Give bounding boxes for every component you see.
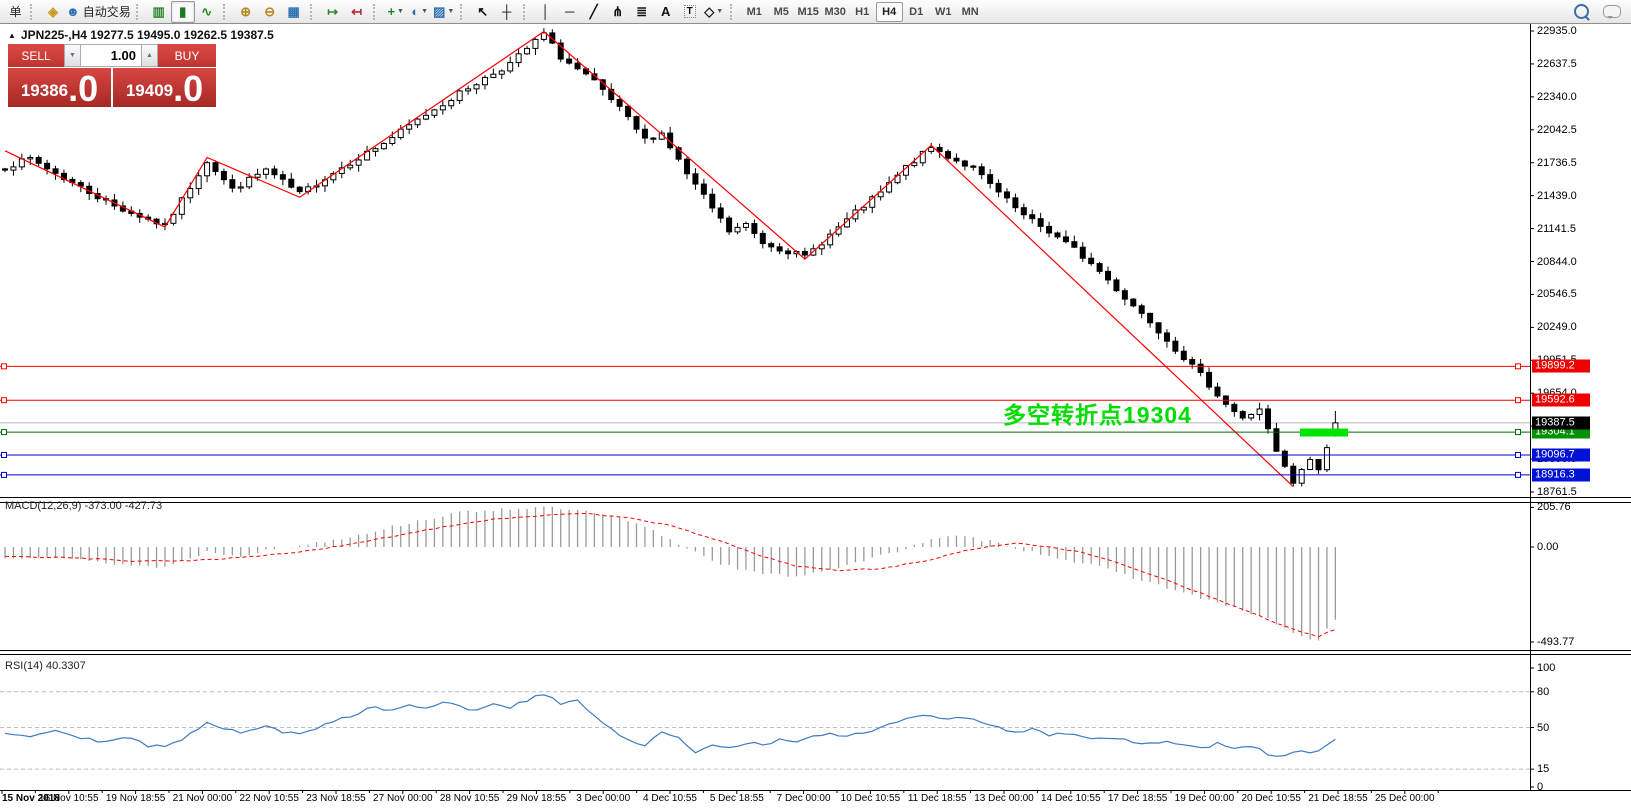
periods-icon[interactable]: ◐ ▼ [411, 4, 429, 19]
text-label-icon[interactable]: T [678, 1, 702, 23]
volume-decrement-button[interactable]: ▼ [64, 44, 81, 67]
zoom-in-icon[interactable]: ⊕ [240, 3, 252, 19]
timeframe-h1[interactable]: H1 [855, 5, 870, 18]
templates-icon[interactable]: ▨ ▼ [433, 3, 455, 19]
bar-chart-icon[interactable]: ▥ [152, 3, 165, 19]
volume-input[interactable] [81, 44, 141, 67]
timeframe-m5[interactable]: M5 [773, 5, 789, 18]
arrows-icon[interactable]: ◇ ▼ [704, 3, 724, 19]
trendline-icon[interactable]: ╱ [589, 3, 598, 19]
toolbar-separator [522, 3, 530, 20]
text-icon[interactable]: A [661, 4, 671, 19]
timeframe-d1[interactable]: D1 [909, 5, 924, 18]
timeframe-w1[interactable]: W1 [934, 5, 952, 18]
toolbar-separator [459, 3, 467, 20]
crosshair-icon[interactable]: ┼ [502, 4, 512, 19]
cursor-icon[interactable]: ↖ [477, 3, 489, 19]
vertical-line-icon[interactable]: │ [541, 4, 550, 19]
dropdown-arrow-icon[interactable]: ▼ [421, 8, 429, 15]
toolbar-separator [309, 3, 317, 20]
dropdown-arrow-icon[interactable]: ▼ [716, 8, 724, 15]
auto-scroll-icon[interactable]: ↦ [327, 3, 339, 19]
buy-button[interactable]: BUY [158, 44, 216, 67]
autotrading-button[interactable]: ☻ 自动交易 [66, 4, 131, 19]
dropdown-arrow-icon[interactable]: ▼ [447, 8, 455, 15]
one-click-trade-panel: SELL ▼ ▲ BUY 19386.0 19409.0 [8, 44, 216, 107]
buy-price-main: 19409 [125, 81, 174, 100]
buy-price-pips: .0 [173, 68, 204, 109]
toolbar-separator [222, 3, 230, 20]
sell-price-main: 19386 [20, 81, 69, 100]
equidistant-channel-icon[interactable]: ⋔ [612, 3, 624, 19]
timeframe-mn[interactable]: MN [961, 5, 979, 18]
sell-button[interactable]: SELL [8, 44, 64, 67]
pane-separator[interactable] [0, 497, 1631, 503]
toolbar-separator [372, 3, 380, 20]
toolbar: 单 ◈ ☻ 自动交易 ▥ ▮ ∿ ⊕ ⊖ ▦ ↦ ↤ + ▼ ◐ ▼ ▨ ▼ ↖ ┼ │ ─ ╱ ⋔ ≣ A T ◇ ▼ M1 M5 M15 M… [0, 0, 1631, 24]
expert-advisors-icon[interactable]: ◈ [48, 3, 58, 19]
tile-windows-icon[interactable]: ▦ [287, 3, 300, 19]
sell-price-button[interactable]: 19386.0 [8, 68, 111, 107]
candlestick-chart-icon[interactable]: ▮ [170, 0, 195, 23]
buy-price-button[interactable]: 19409.0 [113, 68, 216, 107]
zoom-out-icon[interactable]: ⊖ [264, 3, 276, 19]
toolbar-separator [135, 3, 143, 20]
volume-increment-button[interactable]: ▲ [141, 44, 158, 67]
indicators-icon[interactable]: + ▼ [387, 4, 404, 19]
horizontal-line-icon[interactable]: ─ [565, 4, 575, 19]
search-icon[interactable] [1574, 4, 1589, 19]
dropdown-arrow-icon[interactable]: ▼ [397, 8, 404, 15]
pane-separator[interactable] [0, 649, 1631, 655]
timeframe-m1[interactable]: M1 [746, 5, 762, 18]
sell-price-pips: .0 [68, 68, 99, 109]
timeframe-h4[interactable]: H4 [875, 1, 903, 22]
line-chart-icon[interactable]: ∿ [201, 3, 213, 19]
timeframe-m30[interactable]: M30 [824, 5, 846, 18]
chat-icon[interactable] [1603, 5, 1621, 19]
fibonacci-icon[interactable]: ≣ [636, 3, 648, 19]
new-order-button[interactable]: 单 [9, 5, 22, 19]
toolbar-separator [30, 3, 37, 20]
chart-shift-icon[interactable]: ↤ [351, 3, 363, 19]
timeframe-m15[interactable]: M15 [797, 5, 819, 18]
